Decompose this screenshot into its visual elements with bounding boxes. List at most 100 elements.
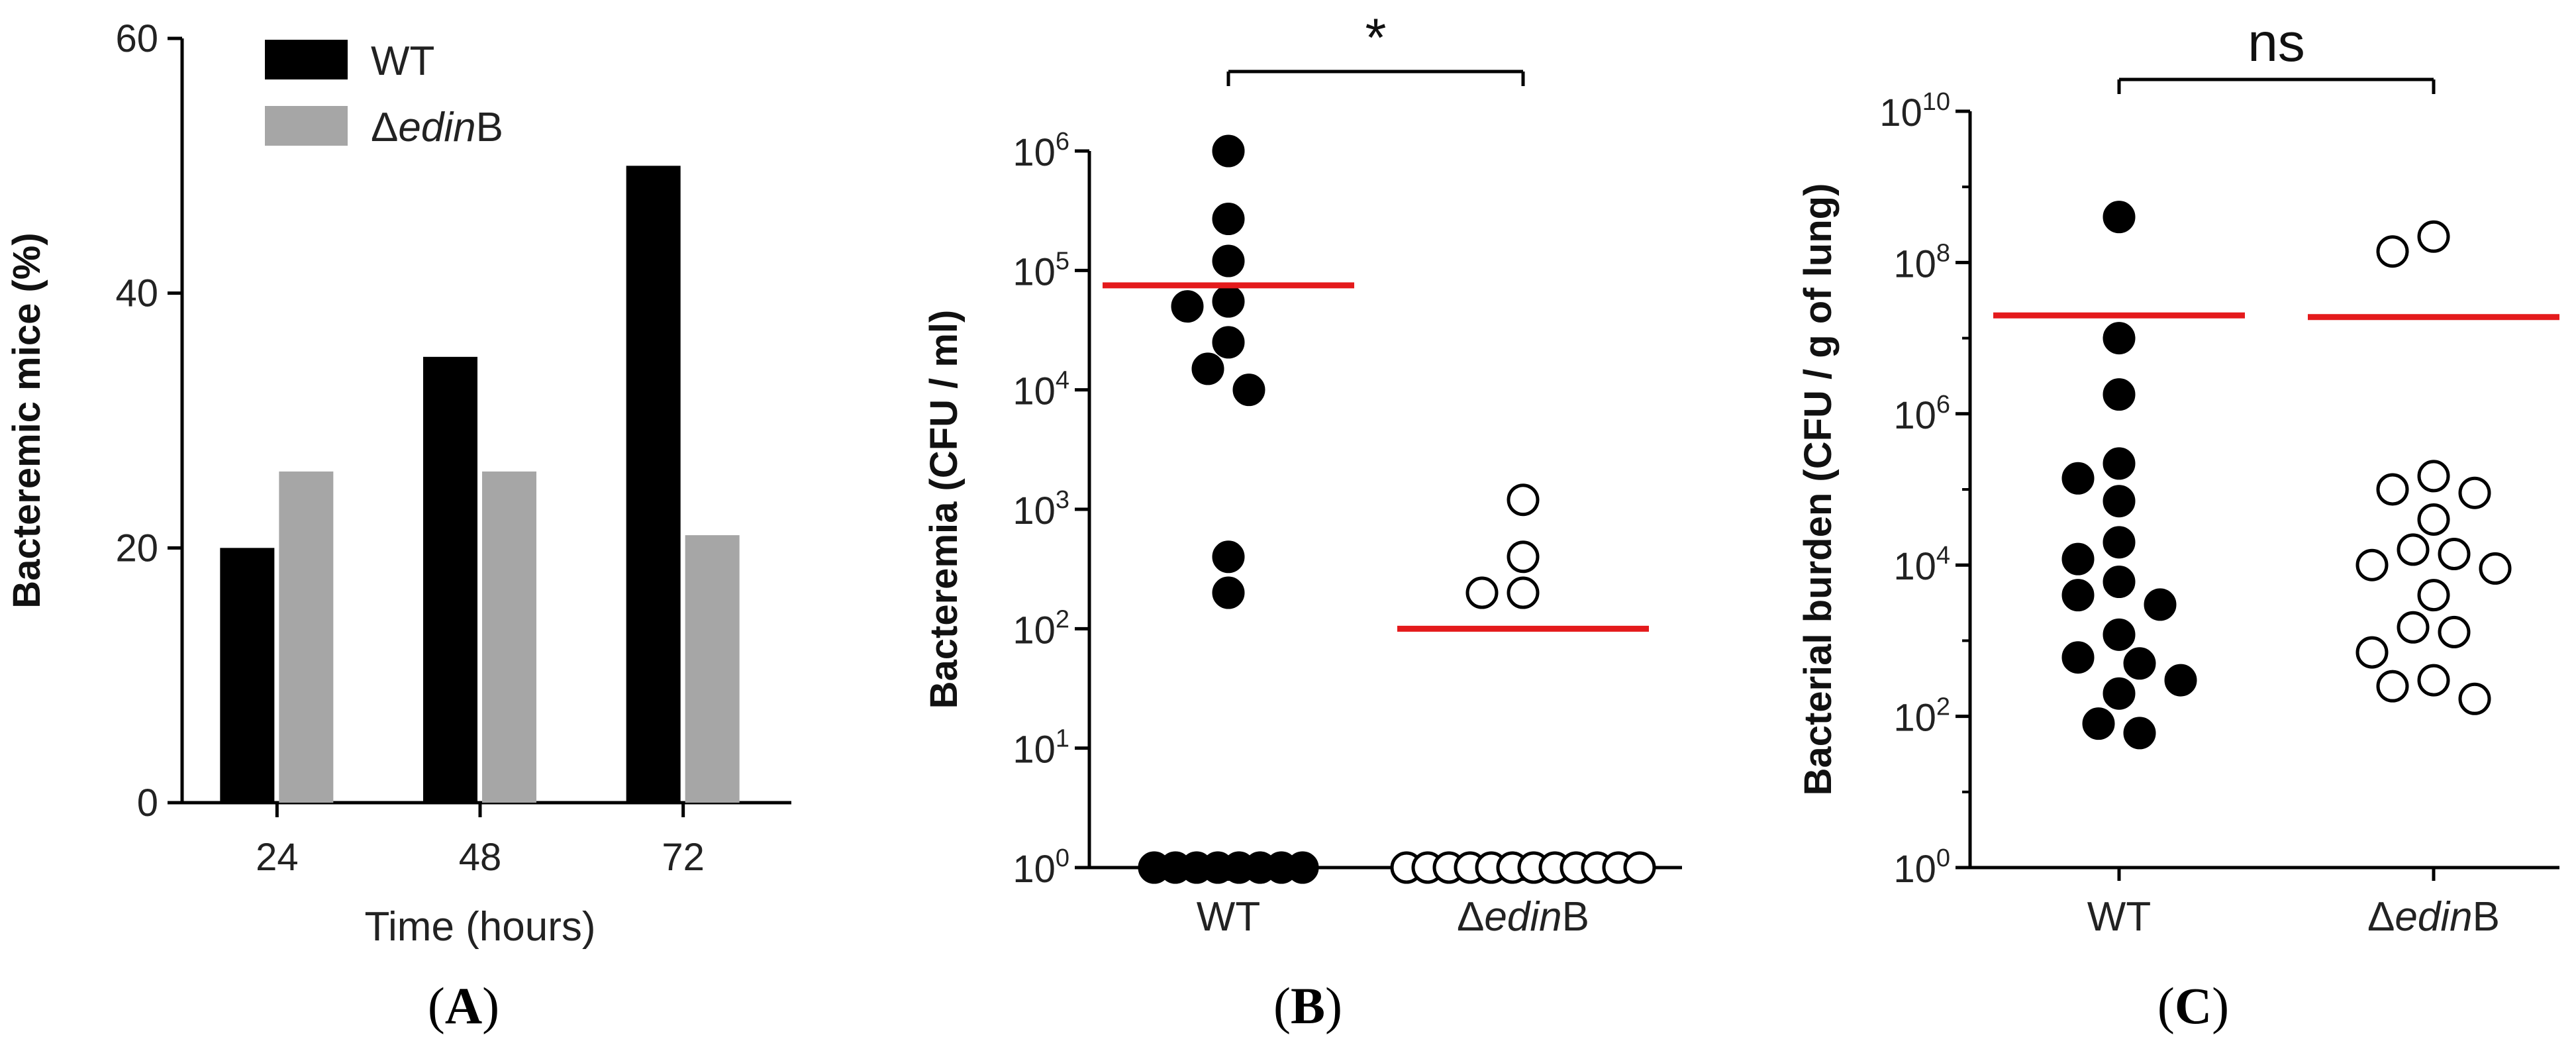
panel-b-point-wt [1232, 374, 1265, 407]
panel-c-point-edinb [2355, 548, 2389, 581]
panel-c-significance-label: ns [2248, 13, 2305, 73]
panel-a-y-tick-label: 40 [115, 272, 158, 315]
panel-c-y-tick-label-base: 10 [1893, 242, 1936, 285]
panel-a-legend-label-wt: WT [371, 38, 434, 84]
panel-b-point-wt [1212, 244, 1245, 277]
panel-c-point-edinb [2438, 538, 2471, 571]
panel-c-y-axis-title: Bacterial burden (CFU / g of lung) [1797, 183, 1840, 796]
panel-c-point-edinb [2376, 235, 2409, 268]
panel-c-point-wt [2103, 322, 2136, 355]
panel-c-point-wt [2103, 677, 2136, 710]
panel-b-point-wt [1212, 326, 1245, 359]
panel-c-point-wt [2103, 485, 2136, 518]
paren-close: ) [2212, 977, 2229, 1034]
panel-c-y-tick-label-exp: 8 [1936, 239, 1950, 267]
panel-c-point-wt [2123, 647, 2156, 680]
panel-a-bar-wt [423, 356, 477, 803]
panel-a-bar-edinb [685, 535, 740, 803]
panel-c-point-edinb [2417, 220, 2450, 253]
panel-b-y-tick-label-base: 10 [1013, 728, 1056, 772]
panel-b-y-tick-label: 101 [1013, 725, 1069, 772]
panel-a-bar-wt [626, 166, 681, 803]
panel-b-significance-label: * [1365, 8, 1387, 68]
panel-b-label: (B) [1273, 977, 1342, 1034]
panel-a-y-tick-label: 0 [137, 781, 158, 825]
panel-b-y-tick-label-exp: 2 [1056, 605, 1069, 633]
panel-b-y-tick-label: 102 [1013, 605, 1069, 652]
panel-b-y-tick-label: 100 [1013, 844, 1069, 891]
panel-c-point-wt [2164, 664, 2197, 697]
panel-c-y-tick-label: 108 [1893, 239, 1950, 285]
panel-b-y-tick-label-exp: 4 [1056, 367, 1069, 395]
panel-c-y-tick-label: 106 [1893, 391, 1950, 437]
panel-c-y-tick-label-exp: 4 [1936, 542, 1950, 570]
panel-a-legend-label-edinb: ΔedinB [371, 105, 503, 150]
panel-c-point-edinb [2397, 611, 2430, 644]
panel-c-point-wt [2103, 201, 2136, 234]
paren-close: ) [1325, 977, 1342, 1034]
panel-c-x-tick-label: WT [2087, 894, 2151, 940]
panel-c-point-edinb [2417, 503, 2450, 536]
panel-a-y-axis-title: Bacteremic mice (%) [5, 232, 48, 608]
panel-c-point-wt [2103, 526, 2136, 559]
panel-c-point-wt [2103, 566, 2136, 599]
panel-a-x-tick-label: 72 [662, 836, 705, 879]
panel-c-point-edinb [2417, 579, 2450, 612]
panel-b-y-tick-label-exp: 0 [1056, 844, 1069, 872]
panel-c-point-edinb [2417, 664, 2450, 697]
panel-c-x-tick-label-suffix: WT [2087, 894, 2151, 940]
panel-c-point-edinb [2355, 636, 2389, 669]
panel-c-point-edinb [2479, 552, 2512, 585]
panel-c-x-tick-label-italic: edin [2395, 894, 2472, 940]
panel-b-y-tick-label-base: 10 [1013, 131, 1056, 174]
panel-b-point-wt [1212, 576, 1245, 609]
paren-close: ) [482, 977, 499, 1034]
panel-a-legend-swatch-wt [265, 40, 348, 79]
panel-b-y-tick-label-base: 10 [1013, 250, 1056, 293]
panel-c-point-wt [2103, 378, 2136, 411]
panel-c-y-tick-label-base: 10 [1893, 545, 1936, 588]
panel-b-y-tick-label-exp: 3 [1056, 486, 1069, 514]
panel-b-point-edinb [1507, 576, 1540, 609]
panel-c-label: (C) [2157, 977, 2229, 1034]
panel-c-point-wt [2103, 447, 2136, 480]
legend-prefix: Δ [371, 105, 398, 150]
panel-c-point-wt [2061, 542, 2095, 576]
panel-b-point-wt [1212, 540, 1245, 574]
panel-a-y-tick-label: 20 [115, 527, 158, 570]
panel-a-x-tick-label: 24 [256, 836, 299, 879]
panel-b-point-wt [1191, 352, 1224, 385]
panel-c-y-tick-label: 102 [1893, 693, 1950, 740]
panel-c-point-edinb [2376, 473, 2409, 506]
panel-c-point-edinb [2438, 615, 2471, 648]
paren-open: ( [1273, 977, 1291, 1034]
panel-b-y-tick-label-base: 10 [1013, 609, 1056, 652]
panel-letter: A [445, 977, 482, 1034]
panel-c-point-wt [2123, 717, 2156, 750]
panel-c-point-wt [2061, 579, 2095, 612]
panel-b-y-axis-title: Bacteremia (CFU / ml) [922, 310, 966, 709]
paren-open: ( [428, 977, 445, 1034]
panel-b-point-wt [1212, 134, 1245, 168]
panel-c-point-wt [2144, 588, 2177, 621]
panel-a-bar-edinb [482, 471, 536, 803]
panel-c-y-tick-label-base: 10 [1879, 91, 1922, 134]
panel-c-point-wt [2103, 618, 2136, 651]
panel-b-x-tick-label-italic: edin [1484, 894, 1561, 940]
panel-c-point-edinb [2417, 460, 2450, 493]
panel-c-y-tick-label: 104 [1893, 542, 1950, 588]
panel-a-bar-wt [220, 548, 275, 803]
panel-b-point-wt [1286, 851, 1319, 884]
panel-c-point-edinb [2376, 670, 2409, 703]
panel-b-y-tick-label: 106 [1013, 128, 1069, 174]
panel-b-point-wt [1171, 290, 1204, 323]
panel-c-y-tick-label-exp: 10 [1922, 88, 1950, 116]
panel-c-x-tick-label-suffix: B [2473, 894, 2500, 940]
panel-b-y-tick-label-exp: 6 [1056, 128, 1069, 156]
panel-c-point-edinb [2458, 476, 2491, 509]
panel-b-y-tick-label: 105 [1013, 247, 1069, 293]
panel-c-y-tick-label-base: 10 [1893, 697, 1936, 740]
panel-b-point-wt [1212, 285, 1245, 318]
panel-b-y-tick-label: 104 [1013, 367, 1069, 413]
